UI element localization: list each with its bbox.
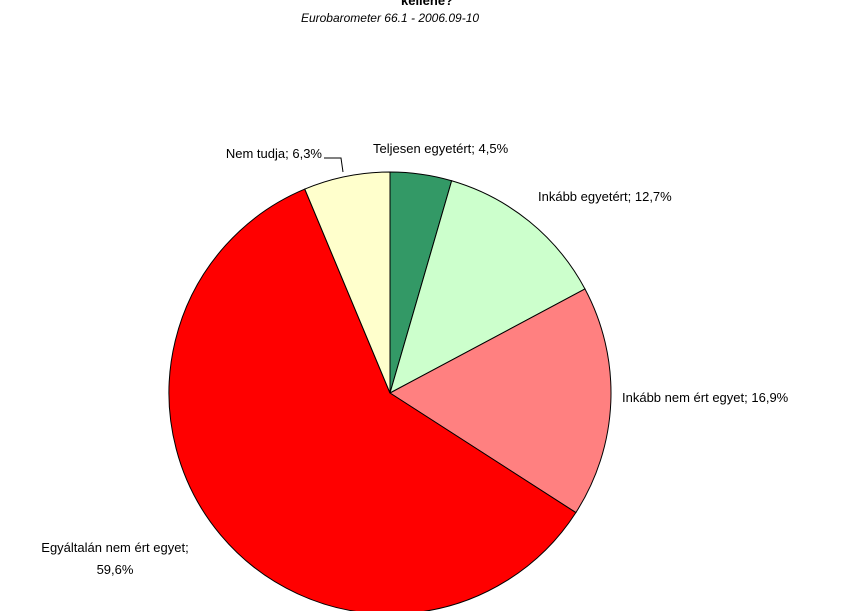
category-name: Teljesen egyetért; (373, 141, 475, 156)
slice-label: Nem tudja; 6,3% (226, 146, 323, 161)
category-name: Egyáltalán nem ért egyet; (41, 540, 188, 555)
value-label: 16,9% (751, 390, 788, 405)
value-label: 6,3% (292, 146, 322, 161)
slice-label: Egyáltalán nem ért egyet; 59,6% (41, 540, 188, 577)
category-name: Inkább egyetért; (538, 189, 631, 204)
pie-slice (389, 180, 586, 394)
category-name: Nem tudja; (226, 146, 289, 161)
pie-slice (168, 188, 577, 611)
chart-subtitle: Eurobarometer 66.1 - 2006.09-10 (301, 11, 479, 25)
category-name: Inkább nem ért egyet; (622, 390, 748, 405)
slice-label: Teljesen egyetért; 4,5% (373, 141, 509, 156)
pie-slice (389, 288, 612, 514)
value-label: 4,5% (479, 141, 509, 156)
slice-label: Inkább nem ért egyet; 16,9% (622, 390, 789, 405)
chart-title: kellene? (401, 0, 453, 8)
value-label: 12,7% (635, 189, 672, 204)
pie-slice (304, 171, 391, 394)
slice-label: Inkább egyetért; 12,7% (538, 189, 672, 204)
value-label: 59,6% (97, 562, 134, 577)
leader-line (324, 157, 344, 173)
